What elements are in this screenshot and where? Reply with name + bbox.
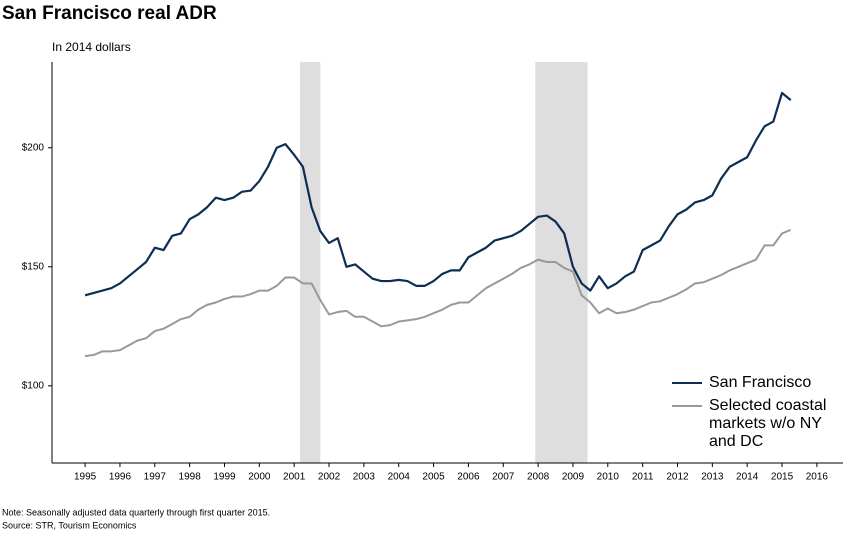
legend-label: Selected coastal markets w/o NY and DC	[709, 397, 827, 450]
chart-title: San Francisco real ADR	[2, 3, 217, 24]
x-tick-label: 2004	[388, 472, 411, 483]
x-tick-label: 2012	[666, 472, 689, 483]
x-tick-label: 2008	[527, 472, 550, 483]
x-tick-label: 2001	[283, 472, 306, 483]
recession-band	[535, 62, 588, 463]
legend-item: San Francisco	[672, 374, 842, 392]
note: Note: Seasonally adjusted data quarterly…	[2, 507, 270, 517]
x-tick-label: 2014	[736, 472, 759, 483]
x-tick-label: 2013	[701, 472, 724, 483]
x-tick-label: 2005	[422, 472, 445, 483]
x-tick-label: 2002	[318, 472, 341, 483]
x-tick-label: 2010	[597, 472, 620, 483]
x-tick-label: 2016	[806, 472, 829, 483]
x-tick-label: 1999	[213, 472, 236, 483]
legend-swatch	[672, 382, 702, 384]
x-tick-label: 2007	[492, 472, 515, 483]
x-tick-label: 2009	[562, 472, 585, 483]
legend: San Francisco Selected coastal markets w/…	[672, 374, 842, 456]
x-tick-label: 2015	[771, 472, 794, 483]
x-tick-label: 1995	[74, 472, 97, 483]
source: Source: STR, Tourism Economics	[2, 520, 137, 530]
y-tick-label: $150	[22, 261, 45, 272]
series-line	[84, 91, 792, 297]
plot-area: $100 $150 $200 1995 1996 1997 1998 1999 2000 2001…	[22, 62, 843, 483]
chart-subtitle: In 2014 dollars	[52, 40, 131, 54]
x-tick-label: 1996	[109, 472, 132, 483]
series-line	[84, 228, 792, 358]
y-tick-label: $200	[22, 142, 45, 153]
x-tick-label: 2011	[632, 472, 654, 483]
x-tick-label: 1997	[144, 472, 167, 483]
x-tick-label: 2000	[248, 472, 271, 483]
recession-band	[300, 62, 321, 463]
x-tick-label: 2006	[457, 472, 480, 483]
legend-swatch	[672, 405, 702, 407]
x-tick-label: 2003	[353, 472, 376, 483]
y-tick-label: $100	[22, 380, 45, 391]
legend-label: San Francisco	[709, 374, 812, 391]
legend-item: Selected coastal markets w/o NY and DC	[672, 397, 842, 451]
x-tick-label: 1998	[179, 472, 202, 483]
